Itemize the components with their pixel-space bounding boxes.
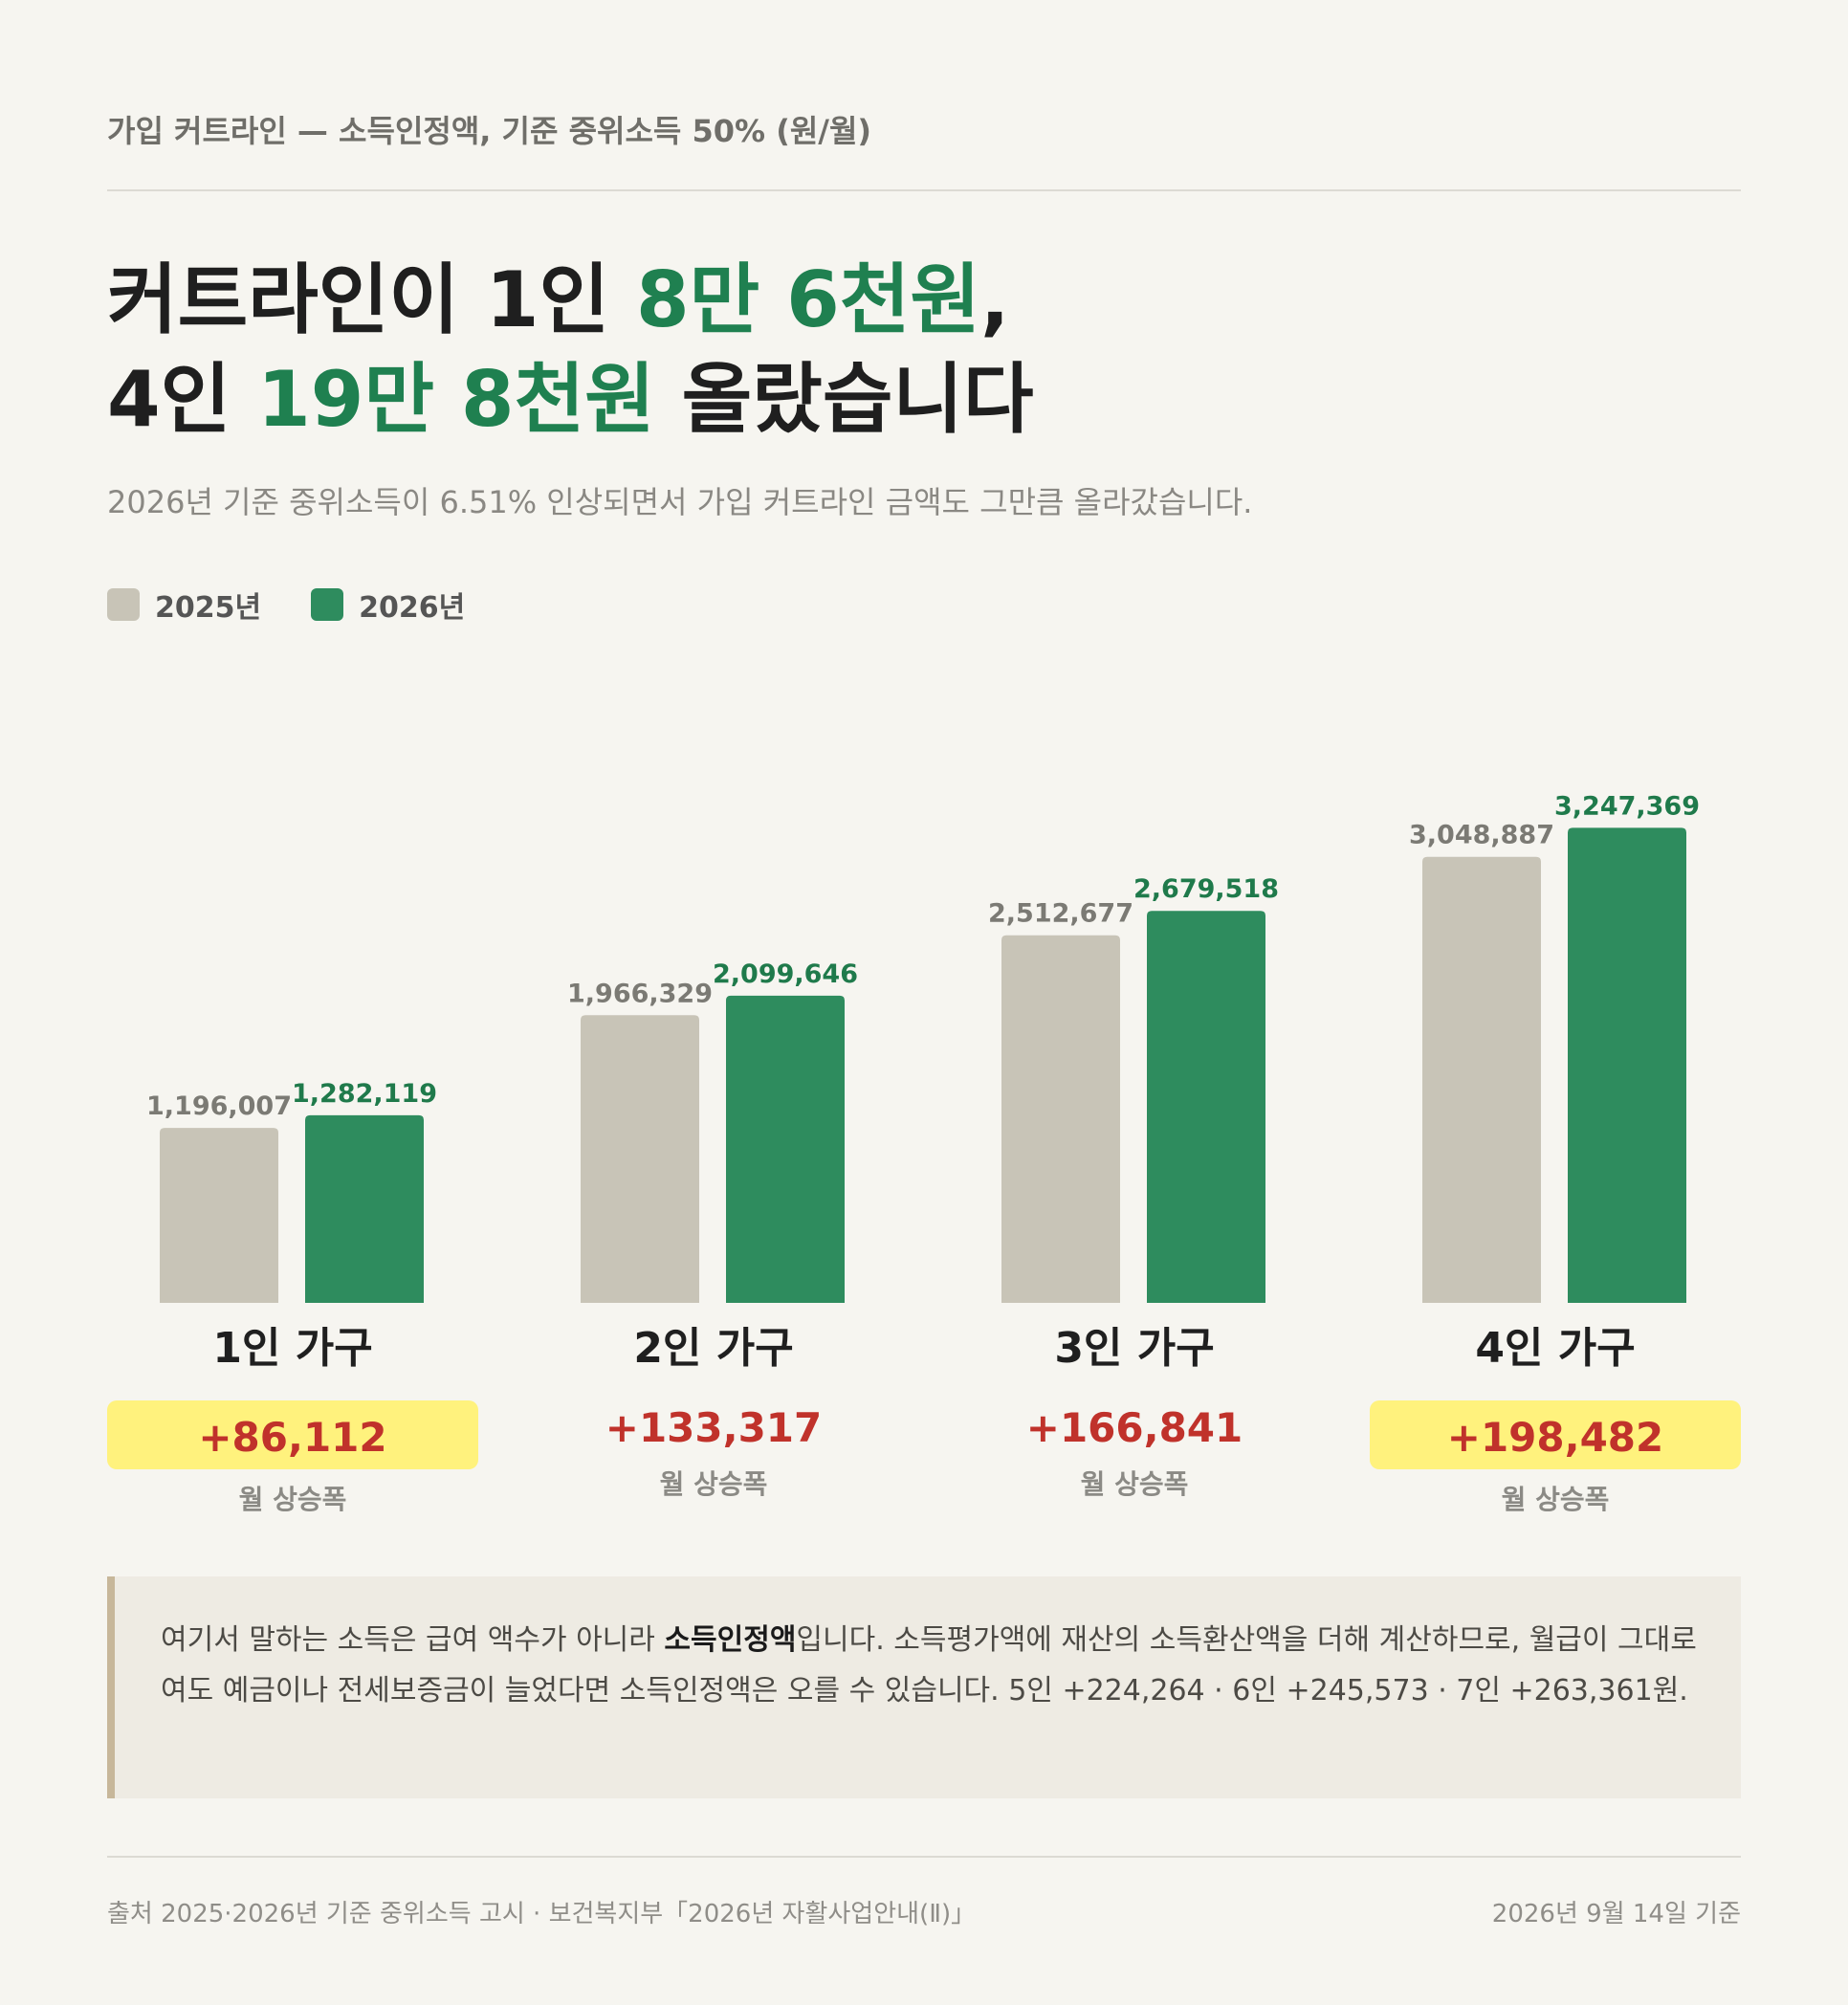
data-label-2026-group-3: 2,679,518 [1133,874,1279,904]
note-text-post: 입니다. 소득평가액에 재산의 소득환산액을 더해 계산하므로, 월급이 그대로… [161,1623,1697,1708]
legend-label-2026: 2026년 [359,591,466,625]
subtitle: 2026년 기준 중위소득이 6.51% 인상되면서 가입 커트라인 금액도 그… [107,484,1253,520]
increase-value: +198,482 [1370,1400,1741,1469]
category-label: 4인 가구 [1475,1324,1636,1373]
group-2-person: 2인 가구 +133,317 월 상승폭 [528,1320,899,1502]
data-label-2025-group-4: 3,048,887 [1409,821,1554,850]
bar-2025-group-1 [160,1128,278,1303]
chart-legend: 2025년 2026년 [107,584,515,626]
increase-caption: 월 상승폭 [1501,1484,1610,1515]
headline-line-1: 커트라인이 1인 8만 6천원, [107,251,1034,350]
top-divider [107,189,1741,191]
bar-2025-group-3 [1001,935,1120,1303]
increase-value: +86,112 [107,1400,478,1469]
headline-line2-highlight: 19만 8천원 [257,355,655,444]
bar-2026-group-2 [726,995,845,1303]
eyebrow-title: 가입 커트라인 — 소득인정액, 기준 중위소득 50% (원/월) [107,113,872,149]
note-text-pre: 여기서 말하는 소득은 급여 액수가 아니라 [161,1623,665,1657]
bar-2026-group-1 [305,1114,424,1303]
bar-2026-group-4 [1568,827,1686,1303]
data-label-2026-group-1: 1,282,119 [292,1079,437,1109]
category-label: 3인 가구 [1054,1324,1215,1373]
data-label-2026-group-2: 2,099,646 [713,959,858,989]
legend-label-2025: 2025년 [155,591,262,625]
group-1-person: 1인 가구 +86,112 월 상승폭 [107,1320,478,1517]
bottom-divider [107,1856,1741,1858]
headline-line1-pre: 커트라인이 1인 [107,255,636,344]
headline: 커트라인이 1인 8만 6천원, 4인 19만 8천원 올랐습니다 [107,251,1034,450]
category-label: 2인 가구 [633,1324,794,1373]
bar-2025-group-4 [1422,856,1541,1303]
legend-item-2025: 2025년 [107,584,261,626]
headline-line-2: 4인 19만 8천원 올랐습니다 [107,350,1034,450]
footer-source: 출처 2025·2026년 기준 중위소득 고시 · 보건복지부「2026년 자… [107,1900,977,1928]
increase-value: +133,317 [605,1404,823,1451]
legend-item-2026: 2026년 [311,584,465,626]
data-label-2025-group-3: 2,512,677 [988,899,1133,929]
group-3-person: 3인 가구 +166,841 월 상승폭 [949,1320,1320,1502]
data-label-2025-group-2: 1,966,329 [567,979,713,1008]
headline-line1-highlight: 8만 6천원 [635,255,980,344]
footer-date: 2026년 9월 14일 기준 [1491,1900,1741,1928]
note-bold-term: 소득인정액 [664,1623,797,1657]
headline-line1-post: , [979,255,1010,344]
headline-line2-post: 올랐습니다 [654,355,1034,444]
explanation-note: 여기서 말하는 소득은 급여 액수가 아니라 소득인정액입니다. 소득평가액에 … [107,1576,1741,1798]
increase-caption: 월 상승폭 [659,1468,768,1500]
increase-caption: 월 상승폭 [1080,1468,1189,1500]
bar-2026-group-3 [1147,911,1265,1303]
category-label: 1인 가구 [212,1324,373,1373]
increase-value: +166,841 [1025,1404,1243,1451]
data-label-2025-group-1: 1,196,007 [146,1091,292,1121]
legend-swatch-2026 [311,588,344,621]
data-label-2026-group-4: 3,247,369 [1554,791,1700,821]
headline-line2-pre: 4인 [107,355,258,444]
group-4-person: 4인 가구 +198,482 월 상승폭 [1370,1320,1741,1517]
increase-caption: 월 상승폭 [238,1484,347,1515]
category-labels: 1인 가구 +86,112 월 상승폭 2인 가구 +133,317 월 상승폭… [0,1320,1848,1540]
bar-2025-group-2 [581,1015,699,1303]
legend-swatch-2025 [107,588,140,621]
